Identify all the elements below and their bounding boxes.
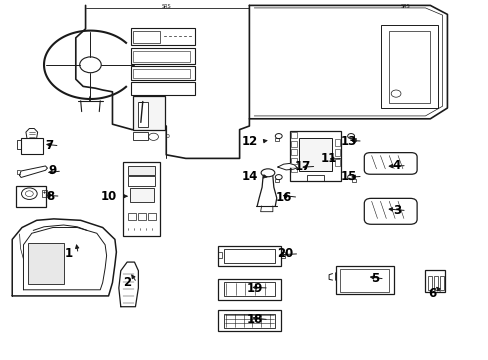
Bar xyxy=(439,276,443,290)
Text: 1: 1 xyxy=(64,247,72,260)
Bar xyxy=(217,279,281,300)
Bar xyxy=(133,69,189,78)
Bar xyxy=(274,179,278,182)
Bar xyxy=(388,31,429,103)
Bar xyxy=(334,149,339,156)
Bar xyxy=(351,179,355,182)
Bar xyxy=(131,28,194,45)
Text: 4: 4 xyxy=(392,159,400,172)
Bar xyxy=(290,158,296,164)
Text: 16: 16 xyxy=(276,191,292,204)
Bar xyxy=(123,162,160,236)
Text: 5: 5 xyxy=(370,273,378,285)
Bar xyxy=(138,102,147,127)
Bar xyxy=(281,252,285,258)
Bar xyxy=(128,213,136,220)
Bar xyxy=(299,138,331,171)
Bar xyxy=(306,175,324,181)
Text: 17: 17 xyxy=(294,160,310,173)
Text: 10: 10 xyxy=(101,190,117,203)
Text: 8: 8 xyxy=(46,190,55,203)
Bar xyxy=(217,246,281,266)
Bar xyxy=(340,269,388,292)
Bar xyxy=(290,149,296,155)
Bar xyxy=(290,132,296,138)
Bar xyxy=(131,48,194,64)
Bar xyxy=(334,139,339,146)
Text: 3: 3 xyxy=(392,204,400,217)
Bar xyxy=(224,314,274,328)
Bar xyxy=(427,276,431,290)
Text: 18: 18 xyxy=(246,313,263,326)
Bar xyxy=(42,190,47,197)
Text: 11: 11 xyxy=(321,152,337,165)
Bar xyxy=(28,243,63,284)
Bar xyxy=(16,186,46,207)
Text: SRS: SRS xyxy=(161,4,171,9)
Bar xyxy=(425,270,444,292)
Bar xyxy=(131,66,194,80)
Bar xyxy=(147,213,155,220)
Bar xyxy=(133,132,147,140)
Bar xyxy=(131,82,194,95)
Bar xyxy=(381,25,437,108)
Text: 6: 6 xyxy=(427,287,435,300)
Text: 15: 15 xyxy=(340,170,356,183)
Text: 0: 0 xyxy=(165,134,169,139)
Text: 2: 2 xyxy=(122,276,131,289)
Bar xyxy=(290,141,296,147)
Text: 20: 20 xyxy=(277,247,293,260)
Bar xyxy=(129,188,154,202)
Text: SRS: SRS xyxy=(400,4,410,9)
Bar xyxy=(133,51,189,62)
Bar xyxy=(128,176,155,186)
Bar xyxy=(289,131,341,181)
Bar xyxy=(334,159,339,166)
Text: 9: 9 xyxy=(48,165,56,177)
Text: 12: 12 xyxy=(241,135,257,148)
Bar xyxy=(224,282,274,296)
Bar xyxy=(138,213,145,220)
Text: 14: 14 xyxy=(241,170,257,183)
Bar xyxy=(133,31,160,43)
Bar xyxy=(290,167,296,172)
Text: 19: 19 xyxy=(246,282,263,294)
Bar xyxy=(336,266,393,294)
Text: 13: 13 xyxy=(340,135,356,148)
Text: 7: 7 xyxy=(45,139,54,152)
Polygon shape xyxy=(281,164,295,167)
Ellipse shape xyxy=(261,169,274,177)
Bar xyxy=(433,276,437,290)
Bar xyxy=(21,138,42,154)
Bar xyxy=(351,138,355,141)
Bar xyxy=(217,252,221,258)
Bar xyxy=(133,96,164,130)
Bar xyxy=(128,166,155,175)
Bar xyxy=(224,249,274,263)
Bar xyxy=(274,138,278,141)
Bar xyxy=(217,310,281,331)
